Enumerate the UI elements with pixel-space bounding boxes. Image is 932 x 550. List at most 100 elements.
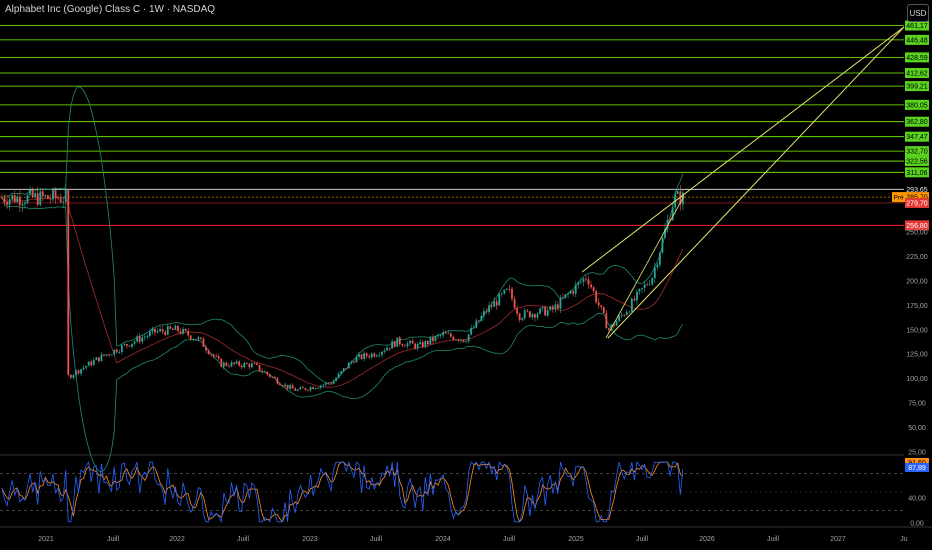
candle-body — [327, 382, 330, 384]
candle-body — [18, 196, 21, 206]
x-axis-tick-label: Ju — [900, 536, 908, 543]
x-axis-tick-label: Juill — [370, 536, 383, 543]
y-axis-tick-label: 100,00 — [906, 376, 928, 383]
candle-body — [416, 344, 419, 349]
candle-body — [171, 328, 174, 330]
candle-body — [212, 354, 215, 357]
candle-body — [414, 343, 416, 349]
candle-body — [534, 314, 536, 318]
candle-body — [350, 361, 353, 363]
candle-body — [41, 191, 44, 197]
candle-body — [266, 371, 269, 375]
level-price-tag — [905, 67, 929, 78]
candle-body — [258, 364, 261, 371]
candle-body — [511, 288, 513, 299]
candle-body — [69, 374, 72, 378]
candle-body — [230, 362, 233, 367]
candle-body — [643, 284, 646, 288]
level-price-label: 332,70 — [906, 149, 928, 156]
red-price-tag — [905, 197, 929, 208]
y-axis-tick-label: 225,00 — [906, 254, 928, 261]
candle-body — [253, 363, 256, 365]
candle-body — [521, 318, 524, 320]
candle-body — [551, 306, 554, 310]
candle-body — [200, 337, 202, 339]
candle-body — [493, 301, 496, 307]
candle-body — [633, 298, 636, 301]
candle-body — [75, 370, 77, 376]
candle-body — [174, 325, 177, 330]
x-axis-tick-label: 2027 — [830, 536, 846, 543]
candle-body — [605, 313, 608, 329]
candle-body — [360, 354, 363, 359]
candle-body — [541, 306, 544, 309]
candle-body — [577, 282, 580, 285]
y-axis-tick-label: 50,00 — [908, 425, 926, 432]
trend-line-lower[interactable] — [607, 26, 905, 339]
candle-body — [276, 378, 279, 384]
y-axis-tick-label: 150,00 — [906, 327, 928, 334]
candle-body — [659, 252, 661, 265]
candle-body — [143, 336, 146, 338]
candle-body — [100, 354, 103, 362]
candle-body — [618, 315, 620, 322]
candle-body — [370, 353, 373, 358]
candle-body — [536, 313, 539, 318]
candle-body — [77, 370, 80, 374]
candle-body — [641, 287, 643, 289]
candle-body — [449, 333, 452, 337]
candle-body — [29, 189, 31, 195]
candle-body — [248, 364, 251, 368]
candle-body — [177, 325, 179, 332]
trend-line-channel[interactable] — [605, 195, 685, 339]
level-price-label: 399,21 — [906, 84, 928, 91]
candle-body — [615, 321, 618, 326]
candle-body — [271, 376, 274, 378]
candle-body — [146, 335, 149, 337]
candle-body — [460, 340, 462, 341]
currency-button[interactable]: USD — [907, 4, 929, 22]
candle-body — [388, 347, 391, 349]
candle-body — [31, 189, 34, 197]
candle-body — [16, 196, 19, 203]
y-axis-tick-label: 250,00 — [906, 230, 928, 237]
candle-body — [233, 362, 235, 364]
pre-price-tag — [905, 192, 929, 203]
candle-body — [569, 291, 572, 294]
candle-body — [34, 193, 37, 197]
candle-body — [562, 297, 564, 299]
candle-body — [194, 339, 197, 340]
candle-body — [472, 327, 475, 329]
x-axis-tick-label: 2022 — [169, 536, 185, 543]
red-price-tag — [905, 220, 929, 231]
candle-body — [44, 195, 47, 197]
oscillator-tick-label: 40,00 — [908, 496, 926, 503]
candle-body — [638, 288, 641, 292]
candle-body — [294, 388, 297, 391]
candle-body — [567, 293, 569, 295]
candle-body — [513, 298, 516, 309]
candle-body — [620, 314, 623, 316]
candle-body — [457, 339, 460, 341]
candle-body — [345, 368, 348, 369]
candle-body — [475, 320, 478, 328]
candle-body — [113, 349, 116, 355]
level-price-tag — [905, 156, 929, 167]
trend-line-upper[interactable] — [581, 26, 905, 273]
level-price-tag — [905, 99, 929, 110]
candle-body — [516, 308, 518, 314]
stochastic-k-line — [1, 460, 684, 524]
candle-body — [21, 204, 24, 206]
candle-body — [419, 342, 422, 345]
candle-body — [444, 332, 447, 334]
candle-body — [671, 207, 674, 221]
candle-body — [85, 365, 88, 368]
candle-body — [363, 353, 365, 359]
oscillator-d-tag — [905, 458, 929, 467]
candle-body — [554, 304, 557, 310]
candle-body — [238, 361, 241, 366]
candle-body — [648, 284, 651, 286]
candle-body — [184, 328, 187, 331]
candle-body — [36, 193, 39, 205]
